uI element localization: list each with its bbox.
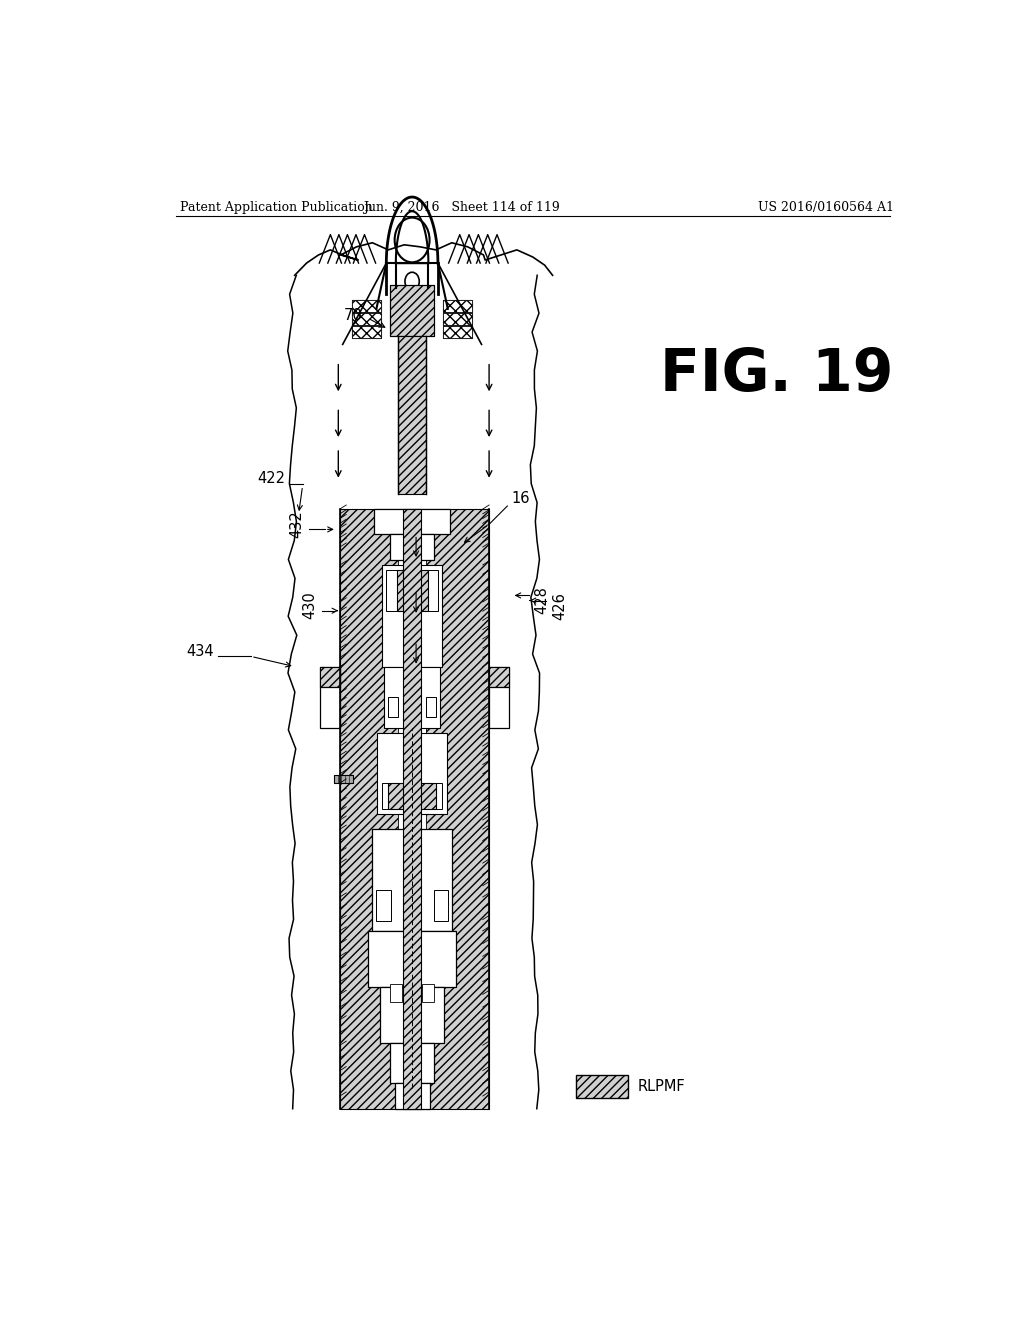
Bar	[382, 784, 393, 809]
Bar	[380, 987, 443, 1043]
Text: 422: 422	[257, 471, 285, 486]
Bar	[443, 300, 472, 312]
Bar	[424, 570, 438, 611]
Bar	[388, 784, 436, 809]
Bar	[431, 784, 442, 809]
Text: 432: 432	[289, 511, 304, 539]
Text: Jun. 9, 2016   Sheet 114 of 119: Jun. 9, 2016 Sheet 114 of 119	[362, 201, 560, 214]
Bar	[390, 285, 434, 337]
Bar	[373, 829, 452, 931]
Text: RLPMF: RLPMF	[638, 1078, 685, 1094]
Bar	[390, 535, 434, 560]
Bar	[398, 337, 426, 494]
Bar	[443, 326, 472, 338]
Bar	[321, 667, 340, 686]
Bar	[340, 510, 489, 1109]
Bar	[352, 326, 381, 338]
Text: 434: 434	[186, 644, 214, 659]
Bar	[398, 510, 426, 1109]
Bar	[443, 326, 472, 338]
Bar	[443, 313, 472, 325]
Bar	[375, 510, 450, 535]
Text: 70: 70	[343, 309, 362, 323]
Bar	[352, 300, 381, 312]
Bar	[377, 733, 447, 814]
Text: FIG. 19: FIG. 19	[659, 346, 893, 404]
Bar	[423, 983, 434, 1002]
Text: US 2016/0160564 A1: US 2016/0160564 A1	[758, 201, 894, 214]
Bar	[382, 565, 442, 667]
Text: 430: 430	[302, 591, 316, 619]
Bar	[443, 300, 472, 312]
Text: 426: 426	[553, 591, 567, 619]
Bar	[321, 686, 340, 727]
Bar	[390, 285, 434, 337]
Bar	[489, 667, 509, 686]
Bar	[352, 300, 381, 312]
Bar	[489, 686, 509, 727]
Bar	[394, 1084, 430, 1109]
Bar	[577, 1076, 628, 1097]
Bar	[403, 510, 421, 1109]
Bar	[396, 570, 428, 611]
Bar	[433, 890, 447, 921]
Bar	[352, 326, 381, 338]
Bar	[352, 313, 381, 325]
Bar	[443, 313, 472, 325]
Bar	[352, 313, 381, 325]
Bar	[390, 983, 401, 1002]
Bar	[426, 697, 436, 718]
Bar	[377, 890, 391, 921]
Bar	[384, 667, 440, 727]
Text: Patent Application Publication: Patent Application Publication	[179, 201, 373, 214]
Bar	[321, 667, 340, 686]
Bar	[386, 570, 400, 611]
Bar	[334, 775, 353, 784]
Text: 428: 428	[535, 586, 549, 615]
Bar	[369, 931, 456, 987]
Bar	[388, 697, 397, 718]
Bar	[489, 667, 509, 686]
Text: 16: 16	[511, 491, 529, 507]
Bar	[390, 1043, 434, 1084]
